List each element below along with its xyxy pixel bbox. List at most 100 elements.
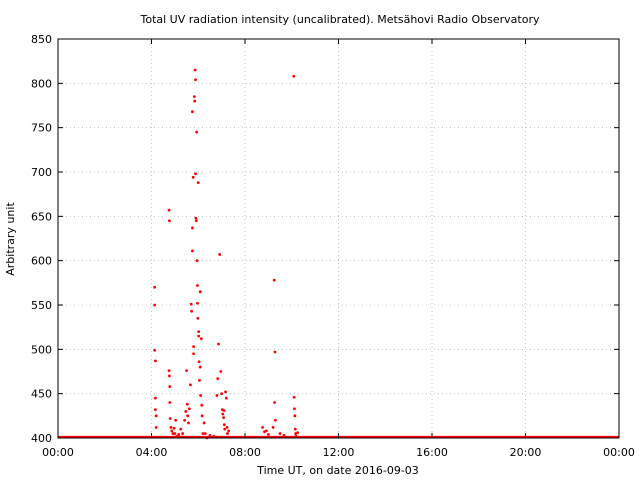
data-point [154,425,158,429]
data-point [193,99,197,103]
data-point [173,432,177,435]
data-point [191,175,195,179]
data-point [200,403,204,407]
data-point [282,433,286,437]
data-point [187,407,191,411]
data-point [201,432,205,435]
y-tick-label: 650 [31,210,52,223]
data-point [292,395,296,399]
data-point [217,342,220,346]
data-point [175,434,179,438]
data-point [194,219,198,223]
data-point [221,412,225,416]
data-point [294,434,298,438]
data-point [191,110,194,114]
data-point [219,370,223,373]
data-point [292,74,296,78]
data-point [191,226,194,230]
chart-title: Total UV radiation intensity (uncalibrat… [140,13,540,26]
y-tick-label: 750 [31,122,52,135]
data-point [194,172,197,176]
data-point [266,433,270,436]
data-point [195,130,199,134]
data-point [193,68,197,72]
data-point [265,429,268,433]
y-tick-label: 500 [31,343,52,356]
data-point [220,392,224,396]
data-point [153,303,157,307]
data-point [153,348,157,352]
data-point [153,359,157,363]
data-points [153,68,299,440]
data-point [194,78,197,82]
data-point [192,352,195,356]
y-tick-label: 450 [31,388,52,401]
data-point [200,414,204,418]
data-point [225,425,229,429]
data-point [195,259,199,263]
data-point [278,432,282,435]
data-point [168,417,172,420]
data-point [186,414,190,418]
data-point [296,431,299,435]
data-point [153,285,157,289]
data-point [168,219,171,223]
data-point [196,301,199,305]
data-point [226,432,229,435]
data-point [273,401,277,404]
data-point [222,423,226,427]
data-point [198,365,202,369]
data-point [218,253,222,256]
data-point [174,418,178,422]
data-point [168,401,172,404]
data-point [197,360,201,364]
data-point [293,414,297,418]
data-point [293,427,297,431]
y-tick-label: 800 [31,77,52,90]
y-axis: 400 450 500 550 600 650 700 750 800 850 [31,33,619,445]
data-point [185,369,188,373]
data-point [184,410,188,413]
data-point [203,432,207,435]
data-point [183,418,187,422]
data-point [168,385,172,388]
data-point [261,425,264,429]
x-tick-label: 12:00 [323,446,355,459]
data-point [168,374,171,378]
data-point [222,409,226,412]
y-tick-label: 600 [31,255,52,268]
x-axis-label: Time UT, on date 2016-09-03 [256,464,419,477]
x-tick-label: 00:00 [42,446,74,459]
data-point [153,396,157,400]
x-tick-label: 16:00 [416,446,448,459]
y-tick-label: 400 [31,432,52,445]
y-tick-label: 550 [31,299,52,312]
data-point [224,396,228,400]
data-point [172,426,176,430]
data-point [167,369,171,373]
x-axis: 00:00 04:00 08:00 12:00 16:00 20:00 00:00 [42,39,635,459]
data-point [202,421,206,425]
data-point [187,421,190,425]
data-point [227,429,231,433]
data-point [273,418,277,422]
data-point [177,433,181,436]
data-point [179,427,183,431]
data-point [190,309,194,313]
data-point [199,337,203,341]
data-point [169,425,173,429]
data-point [196,181,200,185]
data-point [189,383,192,387]
data-point [212,434,216,438]
data-point [167,208,171,212]
data-point [216,377,220,380]
data-point [197,334,201,338]
data-point [192,95,196,99]
data-point [208,433,212,437]
data-point [222,416,225,420]
y-tick-label: 850 [31,33,52,46]
y-axis-label: Arbitrary unit [4,202,17,276]
y-tick-label: 700 [31,166,52,179]
